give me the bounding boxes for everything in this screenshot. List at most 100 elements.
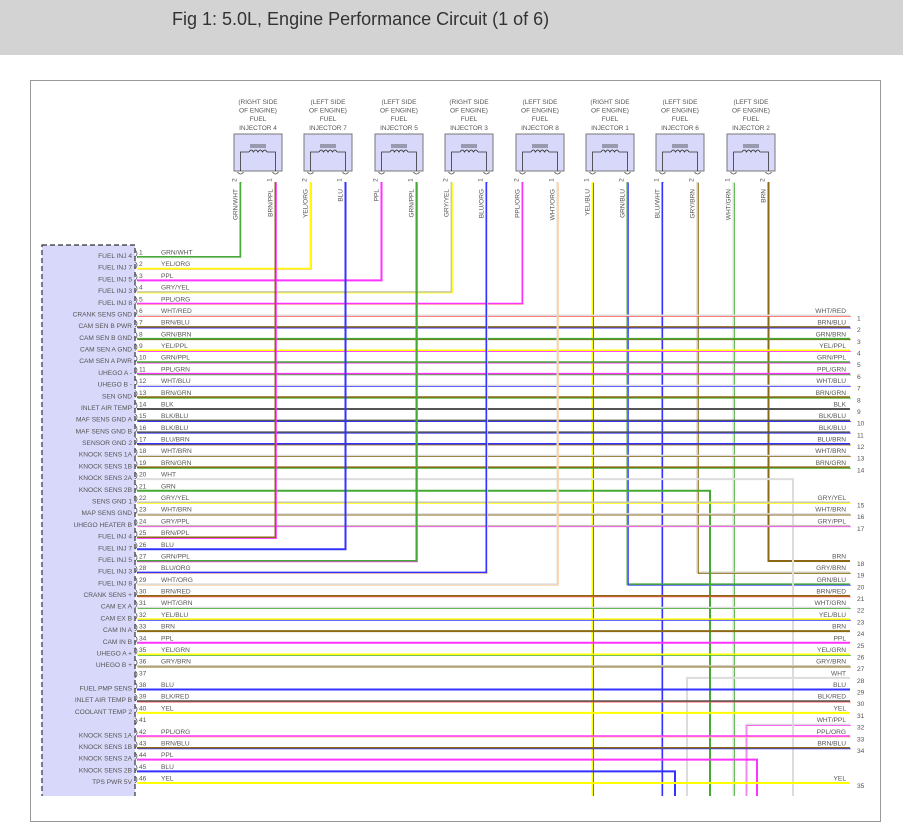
injector-label: FUEL: [532, 116, 549, 123]
injector-pin-number: 1: [549, 178, 556, 182]
injector-pin-number: 2: [373, 178, 380, 182]
ecu-wire-color: BRN: [161, 624, 175, 631]
right-terminal-number: 14: [857, 467, 865, 474]
ecu-wire-color: GRY/YEL: [161, 285, 190, 292]
ecu-pin-function: MAF SENS GND B: [76, 428, 133, 435]
ecu-wire-42: [137, 735, 851, 738]
injector-wire-color: WHT/GRN: [726, 189, 733, 220]
right-terminal-number: 19: [857, 573, 865, 580]
wire-base: [696, 182, 850, 574]
injector-label: FUEL: [743, 116, 760, 123]
wire-stripe: [137, 182, 242, 259]
injector-connector: [655, 133, 705, 172]
wire-base: [137, 182, 418, 562]
ecu-wire-color: WHT/GRN: [161, 600, 193, 607]
wire-stripe: [137, 182, 277, 539]
ecu-wire-color: BRN/BLU: [161, 320, 190, 327]
wires: [137, 182, 851, 796]
pin-terminal-icon: [134, 600, 138, 609]
injector-label: INJECTOR 4: [239, 125, 277, 132]
pin-terminal-icon: [134, 752, 138, 760]
injector-pin-number: 2: [619, 178, 626, 182]
ecu-pin-number: 3: [139, 273, 143, 280]
ecu-pin-function: FUEL PMP SENS: [80, 686, 133, 693]
coil-icon: [741, 149, 761, 153]
coil-lead: [592, 151, 628, 171]
right-terminal-number: 6: [857, 374, 861, 381]
ecu-pin-number: 23: [139, 507, 147, 514]
right-wire-color: BLU: [833, 682, 846, 689]
ecu-pin-function: FUEL INJ 7: [98, 265, 132, 272]
ecu-pin-function: KNOCK SENS 1A: [79, 452, 133, 459]
wire-base: [137, 182, 347, 551]
pin-terminal-icon: [134, 483, 138, 492]
right-terminal-number: 21: [857, 596, 865, 603]
right-wire-color: GRN/BRN: [816, 331, 847, 338]
wire-base: [137, 770, 676, 796]
ecu-pin-number: 4: [139, 285, 143, 292]
injector-pin-number: 2: [514, 178, 521, 182]
ecu-pin-function: KNOCK SENS 2A: [79, 756, 133, 763]
ecu-pin-function: FUEL INJ 7: [98, 545, 132, 552]
pin-terminal-icon: [134, 717, 138, 725]
ecu-pin-function: SEN GND: [102, 393, 132, 400]
right-terminal-number: 1: [857, 315, 861, 322]
injector-label: FUEL: [391, 116, 408, 123]
injector-label: FUEL: [602, 116, 619, 123]
ecu-wire-color: BLU: [161, 682, 174, 689]
injector-label: FUEL: [320, 116, 337, 123]
ecu-pin-function: MAP SENS GND: [82, 510, 133, 517]
ecu-wire-color: WHT/BLU: [161, 378, 191, 385]
right-terminal-number: 10: [857, 421, 865, 428]
ecu-pin-function: UHEGO A -: [98, 370, 132, 377]
pin-terminal-icon: [134, 296, 138, 305]
ecu-wire-color: BLK/BLU: [161, 413, 188, 420]
right-terminal-number: 35: [857, 783, 865, 790]
ecu-pin-number: 40: [139, 705, 147, 712]
ecu-wire-12: [137, 384, 851, 387]
ecu-pin-function: SENSOR GND 2: [82, 440, 132, 447]
fuel-injector: (LEFT SIDE OF ENGINE)FUEL INJECTOR 5 2 PPL 1 G…: [373, 99, 424, 218]
ecu-pin-number: 32: [139, 612, 147, 619]
right-terminal-number: 13: [857, 456, 865, 463]
ecu-wire-color: BRN/GRN: [161, 460, 192, 467]
injector-wire-color: BLU: [338, 189, 345, 202]
ecu-wire-color: BRN/PPL: [161, 530, 190, 537]
wire-base: [137, 182, 242, 258]
ecu-wire-8: [137, 337, 851, 341]
injector-label: OF ENGINE): [521, 108, 559, 115]
right-terminal-number: 23: [857, 619, 865, 626]
ecu-wire-13: [137, 396, 851, 399]
injector-pin-number: 1: [337, 178, 344, 182]
ecu-wire-39: [137, 700, 851, 703]
pin-terminal-icon: [134, 623, 138, 632]
injector-label: OF ENGINE): [732, 108, 770, 115]
pin-terminal-icon: [134, 389, 138, 398]
ecu-wire-color: PPL: [161, 635, 174, 642]
ecu-pin-function: FUEL INJ 8: [98, 580, 132, 587]
ecu-pin-number: 19: [139, 460, 147, 467]
right-wire-color: BRN: [832, 553, 846, 560]
pin-terminal-icon: [134, 553, 138, 562]
coil-lead: [451, 151, 487, 171]
pin-terminal-icon: [483, 171, 490, 175]
injector-wire: [661, 182, 664, 796]
coil-lead: [310, 151, 346, 171]
ecu-pin-function: INLET AIR TEMP: [81, 405, 133, 412]
injector-label: OF ENGINE): [661, 108, 699, 115]
ecu-pin-number: 38: [139, 682, 147, 689]
ecu-wire-26: [137, 182, 347, 551]
coil-icon: [530, 149, 550, 153]
ecu-wire-color: BRN/RED: [161, 589, 191, 596]
ecu-wire-10: [137, 361, 851, 364]
injector-wire-color: BLU/WHT: [655, 189, 662, 218]
ecu-pin-number: 8: [139, 331, 143, 338]
ecu-wire-color: GRN/PPL: [161, 553, 190, 560]
ecu-wire-color: PPL/ORG: [161, 296, 190, 303]
pin-terminal-icon: [134, 343, 138, 351]
ecu-wire-color: PPL/GRN: [161, 366, 190, 373]
coil-icon: [248, 149, 268, 153]
pin-terminal-icon: [378, 171, 385, 175]
right-terminal-number: 11: [857, 432, 864, 439]
ecu-wire-27: [137, 182, 418, 563]
